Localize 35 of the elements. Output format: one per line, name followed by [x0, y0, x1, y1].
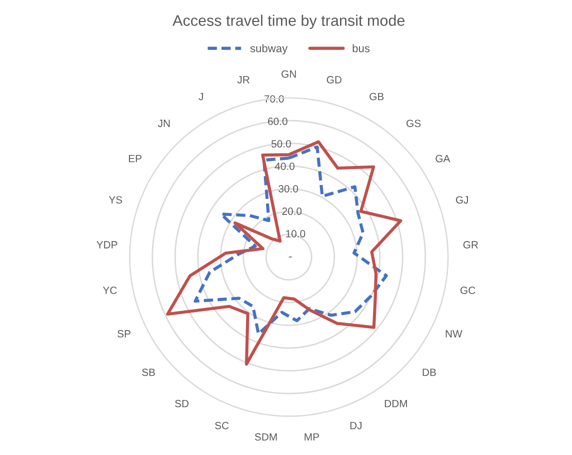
- spoke-label: GJ: [456, 196, 468, 204]
- spoke-label: YS: [108, 196, 122, 204]
- spoke-label: MP: [304, 433, 319, 440]
- spoke-label: YDP: [96, 241, 118, 248]
- spoke-label: SDM: [254, 433, 277, 441]
- spoke-label: SP: [118, 330, 130, 338]
- spoke-label: J: [198, 92, 203, 100]
- legend-label: bus: [352, 44, 370, 52]
- y-tick-label: 30.0: [278, 185, 298, 192]
- y-tick-label: 60.0: [268, 118, 288, 126]
- spoke-label: YC: [102, 286, 117, 294]
- y-tick-label: 20.0: [282, 208, 302, 215]
- spoke-label: GS: [406, 120, 421, 128]
- spoke-label: GC: [460, 286, 476, 294]
- legend-label: subway: [250, 44, 288, 54]
- spoke-label: SD: [175, 400, 189, 408]
- spoke-label: JN: [158, 120, 170, 128]
- spoke-label: SB: [142, 368, 155, 376]
- y-tick-label: 10.0: [286, 230, 306, 238]
- y-tick-label: -: [289, 256, 292, 258]
- y-tick-label: 50.0: [271, 140, 291, 148]
- spoke-label: GA: [436, 154, 450, 162]
- spoke-label: SC: [215, 422, 229, 430]
- spoke-label: JR: [237, 76, 250, 84]
- spoke-label: DDM: [384, 400, 407, 408]
- spoke-label: DB: [422, 368, 436, 376]
- y-tick-label: 40.0: [274, 162, 294, 170]
- chart-title: Access travel time by transit mode: [172, 14, 405, 29]
- spoke-label: GR: [463, 241, 478, 248]
- spoke-label: EP: [128, 154, 142, 162]
- spoke-label: GN: [282, 70, 296, 78]
- spoke-label: GD: [326, 76, 342, 84]
- spoke-label: DJ: [350, 422, 362, 430]
- spoke-label: GB: [370, 92, 384, 100]
- spoke-label: NW: [446, 330, 462, 338]
